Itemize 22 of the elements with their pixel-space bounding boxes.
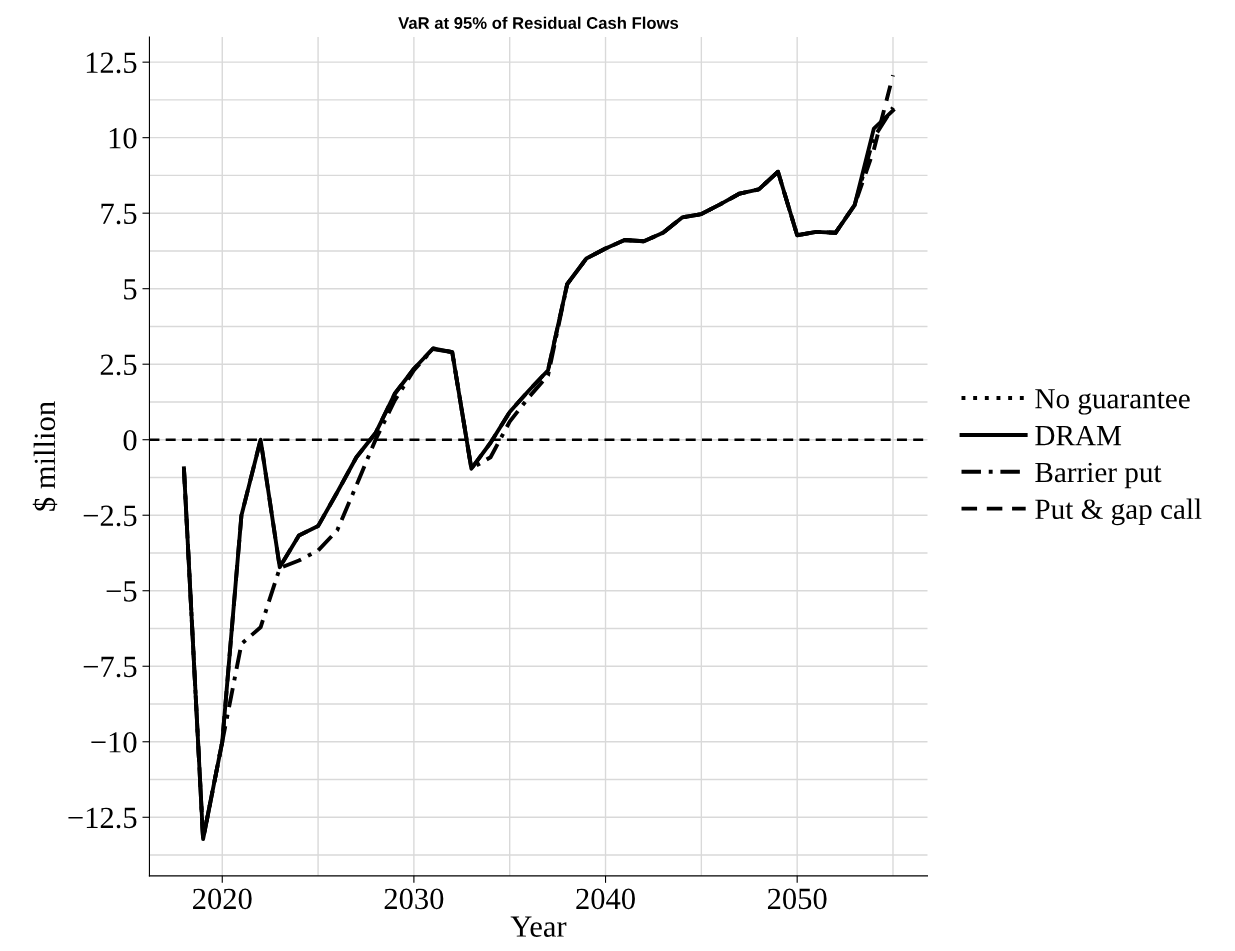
- x-tick-label: 2020: [193, 888, 252, 910]
- y-tick-label: 12.5: [86, 52, 137, 74]
- x-tick-label: 2030: [384, 888, 444, 910]
- x-tick-label: 2040: [576, 888, 635, 910]
- y-tick-label: 2.5: [100, 354, 137, 376]
- y-tick-label: −10: [91, 732, 137, 753]
- legend-label: Barrier put: [1035, 462, 1162, 489]
- x-axis-title: Year: [510, 916, 567, 937]
- y-tick-label: −12.5: [68, 807, 137, 829]
- y-tick-label: −7.5: [83, 656, 137, 678]
- legend-label: No guarantee: [1035, 389, 1190, 415]
- y-axis-title: $ million: [32, 401, 58, 511]
- chart-title: VaR at 95% of Residual Cash Flows: [398, 16, 679, 29]
- x-tick-label: 2050: [767, 888, 827, 910]
- legend-label: DRAM: [1035, 425, 1122, 446]
- y-tick-label: 5: [124, 279, 137, 300]
- y-tick-label: −2.5: [83, 505, 137, 527]
- legend-label: Put & gap call: [1035, 498, 1202, 526]
- y-tick-label: −5: [106, 581, 137, 602]
- y-tick-label: 7.5: [101, 203, 137, 225]
- y-tick-label: 0: [123, 430, 137, 451]
- y-tick-label: 10: [109, 127, 137, 149]
